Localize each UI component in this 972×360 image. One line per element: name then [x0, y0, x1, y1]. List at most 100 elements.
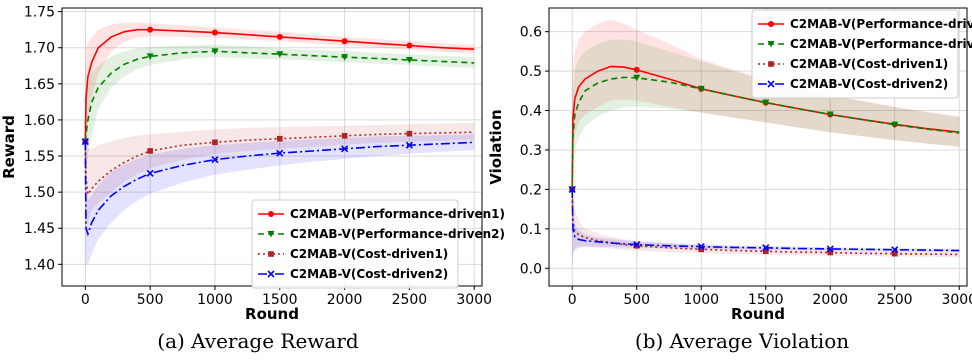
reward-legend-marker — [268, 251, 274, 257]
violation-x-tick-label: 500 — [623, 292, 650, 308]
violation-point-c2mab-v-cost-driven2 — [568, 185, 576, 193]
reward-x-tick-label: 0 — [81, 292, 90, 308]
reward-legend-label-c2mab-v-cost-driven2: C2MAB-V(Cost-driven2) — [290, 267, 448, 281]
violation-y-tick-label: 0.4 — [520, 104, 542, 120]
reward-point-c2mab-v-performance-driven2 — [341, 54, 349, 61]
violation-x-tick-label: 3000 — [941, 292, 972, 308]
violation-x-tick-label: 1500 — [748, 292, 784, 308]
violation-y-tick-label: 0.5 — [520, 64, 542, 80]
violation-y-tick-label: 0.1 — [520, 222, 542, 238]
violation-y-tick-label: 0.6 — [520, 25, 542, 41]
violation-point-c2mab-v-performance-driven2 — [826, 111, 834, 118]
reward-point-c2mab-v-performance-driven1 — [211, 29, 218, 36]
reward-point-c2mab-v-performance-driven1 — [341, 38, 348, 45]
reward-point-c2mab-v-cost-driven2 — [341, 145, 349, 153]
violation-x-tick-label: 2000 — [812, 292, 848, 308]
violation-legend: C2MAB-V(Performance-driven1) C2MAB-V(Perf… — [751, 9, 972, 99]
reward-point-c2mab-v-performance-driven2 — [405, 56, 413, 64]
reward-y-tick-label: 1.40 — [24, 257, 55, 273]
reward-point-c2mab-v-cost-driven1 — [212, 139, 218, 146]
reward-point-c2mab-v-performance-driven2 — [211, 48, 219, 55]
reward-point-c2mab-v-cost-driven2 — [81, 138, 89, 146]
violation-band-c2mab-v-performance-driven1 — [572, 19, 960, 249]
violation-legend-marker — [768, 21, 774, 27]
reward-point-c2mab-v-cost-driven2 — [211, 156, 219, 164]
reward-legend-marker — [267, 231, 275, 238]
reward-point-c2mab-v-cost-driven1 — [406, 130, 413, 137]
reward-x-tick-label: 1500 — [262, 292, 298, 308]
violation-legend-label-c2mab-v-cost-driven1: C2MAB-V(Cost-driven1) — [790, 57, 948, 71]
reward-y-tick-label: 1.60 — [24, 113, 55, 129]
reward-point-c2mab-v-performance-driven1 — [406, 42, 413, 49]
violation-x-tick-label: 2500 — [877, 292, 913, 308]
violation-y-tick-label: 0.2 — [520, 182, 542, 198]
reward-chart: 0 500 1000 1500 2000 2500 3000 1.40 1.45 1.50 1.55… — [0, 5, 505, 323]
reward-legend-label-c2mab-v-performance-driven1: C2MAB-V(Performance-driven1) — [290, 207, 505, 221]
reward-line-c2mab-v-performance-driven1 — [84, 28, 475, 142]
violation-point-c2mab-v-cost-driven2 — [697, 243, 705, 251]
violation-point-c2mab-v-cost-driven2 — [891, 246, 899, 254]
reward-y-tick-label: 1.70 — [24, 41, 55, 57]
reward-legend-marker — [267, 270, 275, 278]
reward-x-tick-label: 2500 — [392, 292, 428, 308]
violation-x-tick-label: 0 — [568, 292, 577, 308]
reward-x-tick-label: 2000 — [327, 292, 363, 308]
violation-legend-label-c2mab-v-cost-driven2: C2MAB-V(Cost-driven2) — [790, 77, 948, 91]
violation-point-c2mab-v-performance-driven2 — [633, 74, 641, 82]
caption-average-reward: (a) Average Reward — [157, 329, 359, 353]
reward-x-tick-label: 500 — [137, 292, 164, 308]
reward-band-c2mab-v-performance-driven1 — [85, 18, 475, 193]
reward-legend-box — [251, 199, 459, 289]
violation-legend-marker — [768, 61, 774, 67]
violation-chart: 0 500 1000 1500 2000 2500 3000 0.0 0.1 0.2 0.3 0.4 0… — [487, 7, 972, 323]
violation-point-c2mab-v-cost-driven2 — [633, 241, 641, 249]
reward-line-c2mab-v-performance-driven2 — [84, 50, 475, 142]
reward-point-c2mab-v-cost-driven1 — [276, 135, 283, 142]
violation-point-c2mab-v-cost-driven2 — [762, 244, 770, 252]
reward-legend-label-c2mab-v-performance-driven2: C2MAB-V(Performance-driven2) — [290, 227, 505, 241]
reward-x-tick-label: 1000 — [197, 292, 233, 308]
reward-line-c2mab-v-cost-driven2 — [84, 141, 475, 237]
violation-y-tick-label: 0.3 — [520, 143, 542, 159]
violation-point-c2mab-v-performance-driven2 — [762, 99, 770, 107]
reward-y-tick-label: 1.55 — [24, 149, 55, 165]
violation-x-tick-label: 1000 — [683, 292, 719, 308]
reward-point-c2mab-v-cost-driven2 — [276, 149, 284, 157]
reward-band-c2mab-v-performance-driven2 — [85, 44, 475, 229]
reward-y-axis-title: Reward — [0, 115, 18, 179]
violation-y-tick-label: 0.0 — [520, 261, 542, 277]
violation-band-c2mab-v-performance-driven2 — [572, 39, 960, 249]
violation-point-c2mab-v-cost-driven1 — [891, 250, 898, 257]
caption-average-violation: (b) Average Violation — [635, 329, 849, 353]
reward-legend-label-c2mab-v-cost-driven1: C2MAB-V(Cost-driven1) — [290, 247, 448, 261]
reward-legend: C2MAB-V(Performance-driven1) C2MAB-V(Perf… — [251, 199, 505, 289]
reward-point-c2mab-v-cost-driven1 — [341, 133, 348, 139]
reward-point-c2mab-v-performance-driven1 — [147, 26, 154, 33]
reward-point-c2mab-v-performance-driven1 — [276, 33, 283, 40]
violation-point-c2mab-v-performance-driven1 — [633, 66, 640, 73]
reward-point-c2mab-v-cost-driven2 — [405, 141, 413, 149]
reward-point-c2mab-v-cost-driven2 — [146, 169, 154, 177]
violation-line-c2mab-v-performance-driven2 — [571, 76, 960, 190]
violation-legend-marker — [767, 41, 775, 48]
violation-point-c2mab-v-cost-driven1 — [827, 249, 834, 256]
reward-x-tick-label: 3000 — [456, 292, 492, 308]
violation-plot-frame — [548, 7, 968, 287]
violation-point-c2mab-v-performance-driven2 — [697, 85, 705, 93]
violation-point-c2mab-v-cost-driven2 — [826, 245, 834, 253]
violation-point-c2mab-v-cost-driven1 — [633, 242, 640, 249]
reward-y-tick-label: 1.75 — [24, 5, 55, 21]
violation-line-c2mab-v-cost-driven2 — [571, 189, 960, 252]
violation-point-c2mab-v-performance-driven2 — [891, 121, 899, 129]
reward-point-c2mab-v-cost-driven1 — [147, 148, 153, 154]
reward-y-tick-label: 1.65 — [24, 77, 55, 93]
violation-legend-label-c2mab-v-performance-driven2: C2MAB-V(Performance-driven2) — [790, 37, 972, 51]
reward-y-tick-label: 1.45 — [24, 221, 55, 237]
violation-legend-box — [751, 9, 959, 99]
reward-x-axis-title: Round — [245, 305, 299, 323]
reward-y-tick-label: 1.50 — [24, 185, 55, 201]
reward-band-c2mab-v-cost-driven2 — [85, 119, 475, 287]
violation-legend-label-c2mab-v-performance-driven1: C2MAB-V(Performance-driven1) — [790, 17, 972, 31]
